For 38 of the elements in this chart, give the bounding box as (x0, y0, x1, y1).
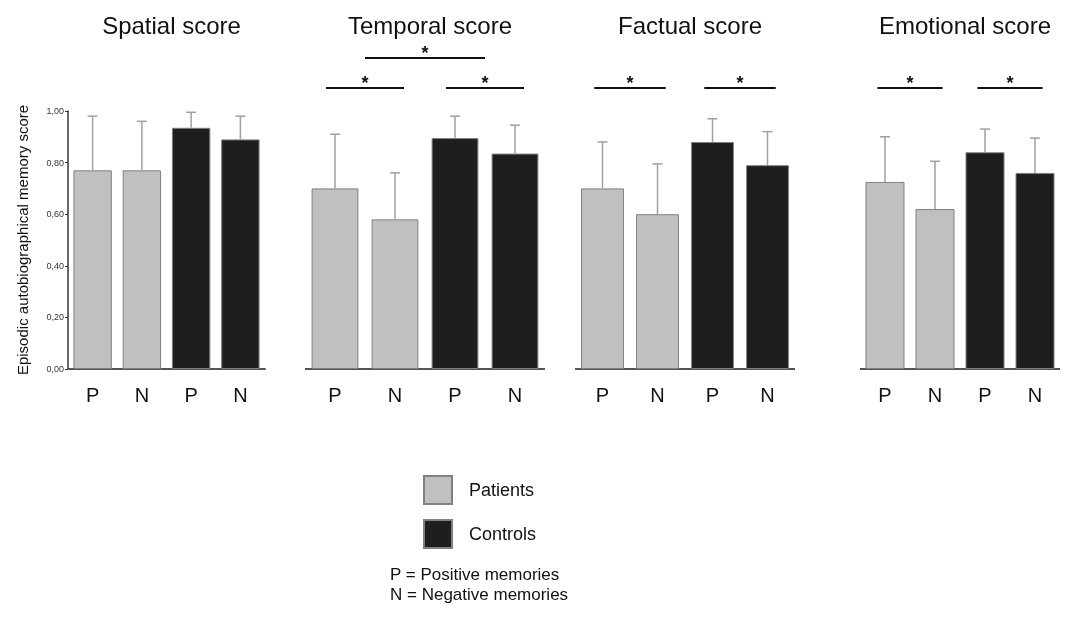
y-tick-label: 0,00 (46, 364, 64, 374)
text: * (736, 73, 744, 93)
text: * (906, 73, 914, 93)
x-tick-label: N (233, 384, 248, 406)
y-tick-label: 1,00 (46, 106, 64, 116)
y-axis-title: Episodic autobiographical memory score (14, 104, 31, 376)
chart-title: Spatial score (102, 11, 241, 39)
text: * (481, 73, 489, 93)
chart-title: Factual score (617, 11, 763, 39)
legend-label: Controls (469, 524, 537, 544)
text: P = Positive memories (390, 565, 560, 584)
x-tick-label: N (387, 384, 403, 406)
text: N = Negative memories (390, 585, 569, 604)
x-tick-label: N (927, 384, 943, 406)
y-tick-label: 0,20 (46, 312, 64, 323)
y-tick-label: 0,80 (46, 157, 64, 168)
x-tick-label: P (85, 384, 100, 406)
y-tick-label: 0,60 (46, 209, 64, 220)
x-tick-label: P (448, 384, 462, 406)
text: * (421, 43, 429, 63)
chart-title: Temporal score (347, 11, 513, 39)
text: * (1006, 73, 1014, 93)
x-tick-label: P (595, 384, 610, 406)
x-tick-label: P (878, 384, 892, 406)
x-tick-label: N (134, 384, 150, 406)
x-tick-label: N (650, 384, 665, 406)
text: * (361, 73, 369, 93)
x-tick-label: N (507, 384, 523, 406)
legend-label: Patients (469, 480, 535, 500)
x-tick-label: P (328, 384, 342, 406)
x-tick-label: N (1027, 384, 1043, 406)
x-tick-label: P (705, 384, 720, 406)
x-tick-label: P (184, 384, 198, 406)
text: * (626, 73, 634, 93)
x-tick-label: P (978, 384, 992, 406)
y-tick-label: 0,40 (46, 260, 64, 271)
chart-title: Emotional score (878, 11, 1052, 39)
x-tick-label: N (760, 384, 775, 406)
